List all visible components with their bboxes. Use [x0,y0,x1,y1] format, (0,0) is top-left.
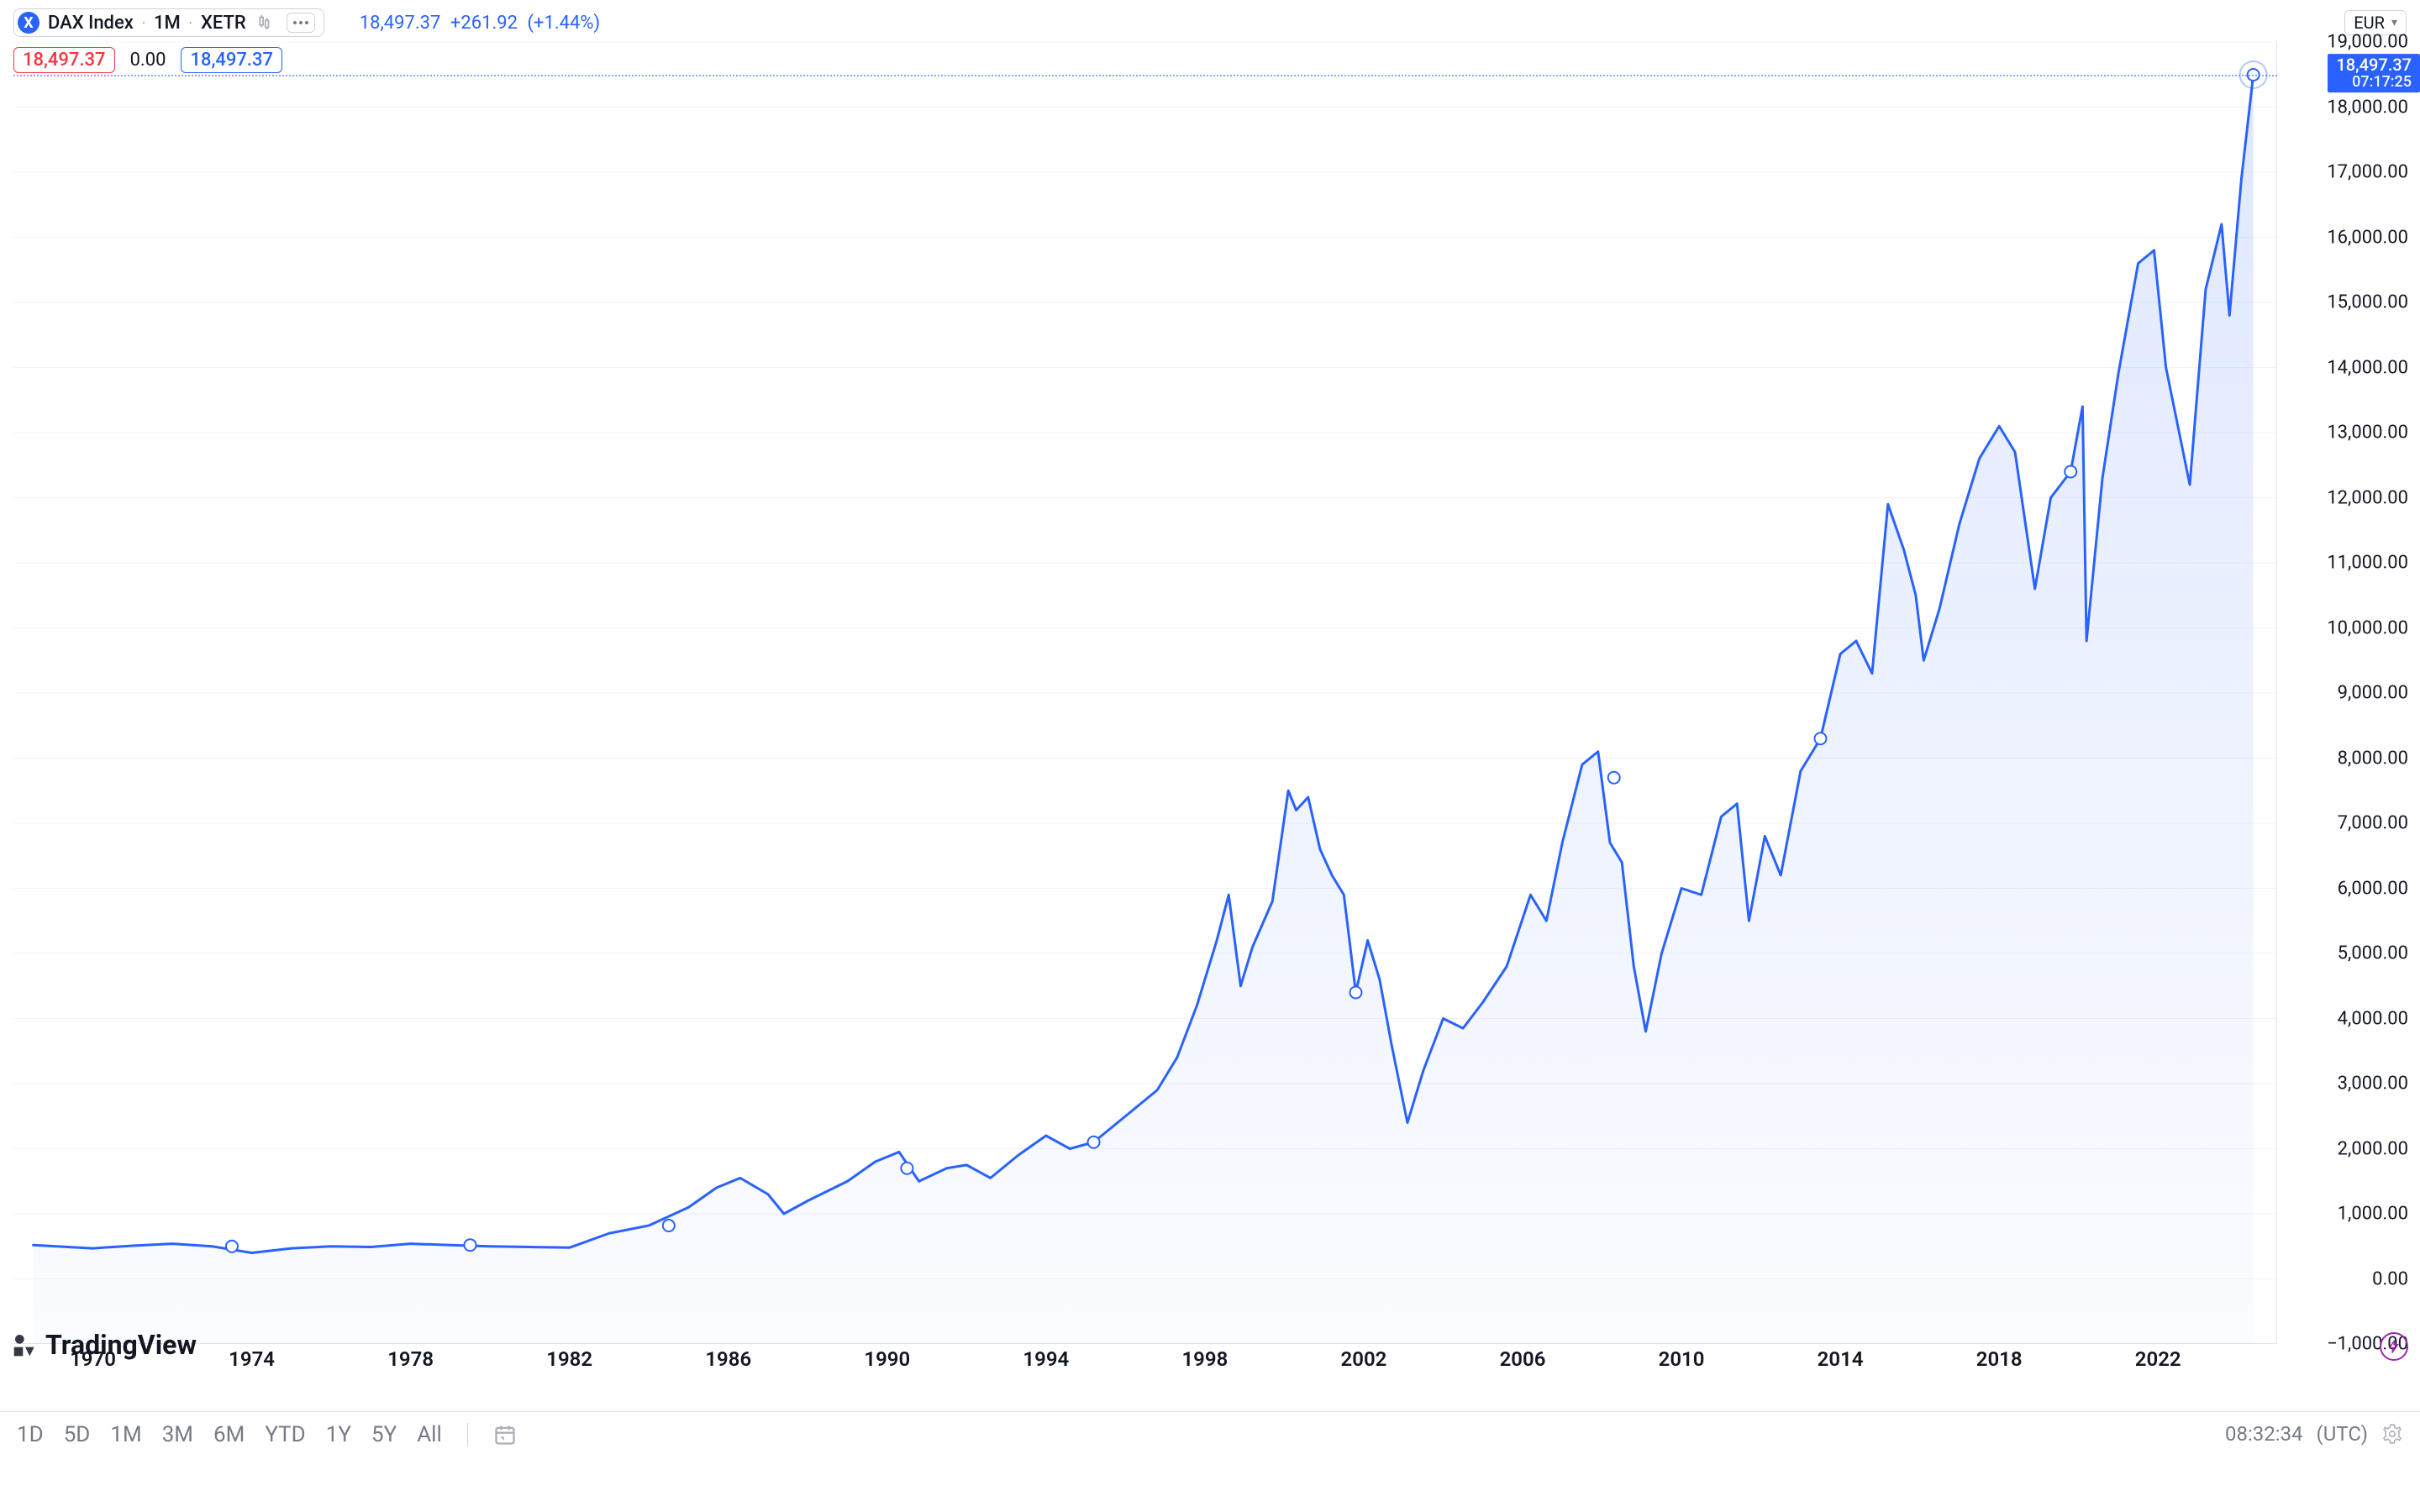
x-tick-label: 2006 [1500,1347,1546,1371]
x-axis[interactable]: 1970197419781982198619901994199820022006… [13,1344,2277,1378]
tradingview-icon [12,1331,39,1358]
y-tick-label: 11,000.00 [2327,553,2408,574]
y-tick-label: 6,000.00 [2338,878,2408,899]
x-tick-label: 2014 [1818,1347,1864,1371]
x-tick-label: 1990 [864,1347,910,1371]
y-axis[interactable]: −1,000.000.001,000.002,000.003,000.004,0… [2277,42,2420,1344]
x-tick-label: 1978 [387,1347,434,1371]
x-tick-label: 2018 [1976,1347,2023,1371]
range-1m[interactable]: 1M [110,1422,141,1447]
settings-icon[interactable] [2381,1423,2403,1445]
y-tick-label: 10,000.00 [2327,617,2408,638]
range-1d[interactable]: 1D [17,1422,44,1447]
more-button[interactable] [287,13,315,33]
y-tick-label: 13,000.00 [2327,423,2408,444]
price-chart[interactable] [13,42,2277,1344]
x-tick-label: 2002 [1341,1347,1387,1371]
y-tick-label: 19,000.00 [2327,32,2408,53]
quote: 18,497.37 +261.92 (+1.44%) [360,13,600,34]
price-tag-value: 18,497.37 [2336,55,2412,74]
x-tick-label: 2022 [2135,1347,2181,1371]
y-tick-label: 1,000.00 [2338,1204,2408,1225]
y-tick-label: 3,000.00 [2338,1074,2408,1095]
clock: 08:32:34 [2225,1422,2303,1446]
y-tick-label: 0.00 [2372,1268,2408,1289]
y-tick-label: 4,000.00 [2338,1008,2408,1029]
tradingview-logo[interactable]: TradingView [12,1329,197,1361]
price-tag-countdown: 07:17:25 [2336,74,2412,91]
candle-icon [255,13,273,32]
range-5d[interactable]: 5D [64,1422,91,1447]
interval: 1M [154,13,181,34]
x-tick-label: 1986 [705,1347,751,1371]
lightning-icon [2386,1339,2402,1354]
y-tick-label: 12,000.00 [2327,487,2408,508]
logo-text: TradingView [45,1329,197,1361]
currency-label: EUR [2354,13,2385,33]
y-tick-label: 18,000.00 [2327,97,2408,118]
change: +261.92 [450,13,518,34]
timezone: (UTC) [2317,1422,2368,1446]
range-selector: 1D 5D 1M 3M 6M YTD 1Y 5Y All [17,1422,517,1447]
y-tick-label: 14,000.00 [2327,357,2408,378]
x-tick-label: 1994 [1023,1347,1069,1371]
change-pct: (+1.44%) [527,13,600,34]
symbol-icon: X [18,12,39,34]
range-5y[interactable]: 5Y [371,1422,397,1447]
x-tick-label: 1982 [546,1347,592,1371]
y-tick-label: 9,000.00 [2338,683,2408,704]
price-guide-line [13,75,2277,76]
range-ytd[interactable]: YTD [265,1422,305,1447]
y-tick-label: 5,000.00 [2338,943,2408,964]
range-1y[interactable]: 1Y [326,1422,351,1447]
flash-button[interactable] [2380,1332,2408,1361]
x-tick-label: 1974 [229,1347,275,1371]
range-6m[interactable]: 6M [213,1422,245,1447]
chevron-down-icon: ▾ [2391,16,2397,29]
exchange: XETR [201,13,246,34]
symbol-pill[interactable]: X DAX Index · 1M · XETR [13,8,324,37]
last-price: 18,497.37 [360,13,441,34]
symbol-name: DAX Index [48,13,134,34]
range-3m[interactable]: 3M [162,1422,193,1447]
range-all[interactable]: All [417,1422,442,1447]
calendar-icon[interactable] [493,1423,517,1446]
y-tick-label: 17,000.00 [2327,162,2408,183]
x-tick-label: 2010 [1659,1347,1705,1371]
y-tick-label: 7,000.00 [2338,813,2408,834]
x-tick-label: 1998 [1181,1347,1228,1371]
y-tick-label: 2,000.00 [2338,1138,2408,1159]
y-tick-label: 8,000.00 [2338,748,2408,769]
price-tag: 18,497.37 07:17:25 [2328,54,2420,92]
y-tick-label: 16,000.00 [2327,227,2408,248]
y-tick-label: 15,000.00 [2327,292,2408,313]
